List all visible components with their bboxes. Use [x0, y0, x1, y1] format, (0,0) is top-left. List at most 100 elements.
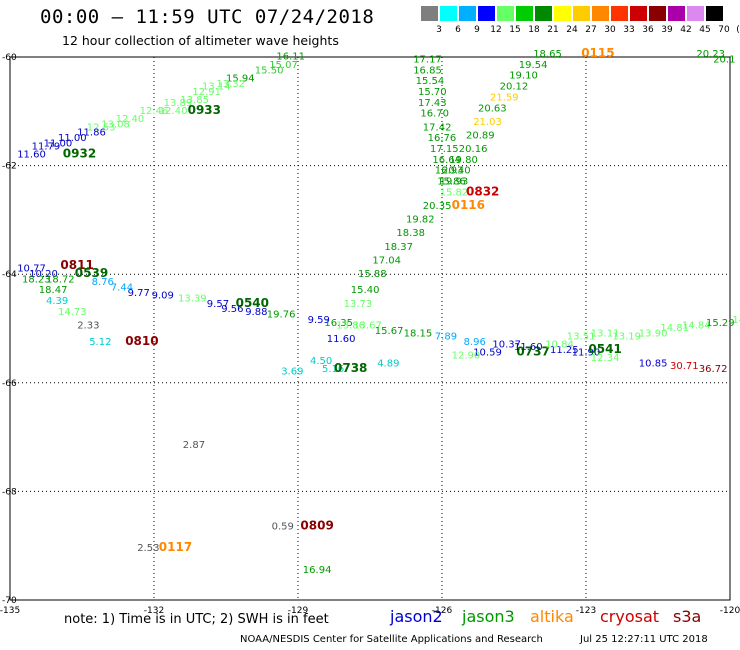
wave-height-label: 13.86 — [336, 321, 365, 332]
wave-height-label: 19.80 — [449, 155, 478, 166]
lat-tick-label: -68 — [2, 487, 17, 497]
wave-height-label: 14.73 — [58, 307, 87, 318]
wave-height-label: 17.43 — [418, 98, 447, 109]
wave-height-label: 11.90 — [572, 348, 601, 359]
colorbar-swatch — [440, 6, 457, 21]
wave-height-label: 12.90 — [452, 350, 481, 361]
axis-labels: -135 -132 -129 -126 -123 -120 -60 -62 -64 -66 -68 -… — [0, 53, 740, 616]
colorbar-label: 45 — [699, 25, 711, 35]
footer-note: note: 1) Time is in UTC; 2) SWH is in fe… — [64, 612, 329, 627]
wave-height-label: 0.59 — [272, 521, 294, 532]
colorbar-label: 24 — [566, 25, 578, 35]
pass-time-label: 0809 — [300, 518, 333, 532]
colorbar-label: 39 — [661, 25, 673, 35]
wave-height-label: 2.53 — [137, 543, 159, 554]
wave-height-label: 16.64 — [432, 155, 461, 166]
wave-height-label: 19.82 — [406, 215, 435, 226]
lat-tick-label: -60 — [2, 53, 17, 63]
wave-height-label: 20.23 — [696, 49, 725, 60]
wave-height-label: 18.23 — [22, 274, 51, 285]
wave-height-label: 21.03 — [473, 117, 502, 128]
lon-tick-label: -120 — [720, 606, 740, 616]
wave-height-label: 11.00 — [58, 133, 87, 144]
colorbar-swatch — [649, 6, 666, 21]
colorbar-swatch — [516, 6, 533, 21]
pass-time-label: 0932 — [63, 146, 96, 160]
wave-height-label: 19.10 — [509, 71, 538, 82]
wave-height-label: 19.93 — [440, 177, 469, 188]
colorbar-label: 9 — [474, 25, 480, 35]
wave-height-label: 4.89 — [377, 359, 399, 370]
wave-height-label: 15.40 — [351, 285, 380, 296]
wave-height-label: 15.67 — [375, 326, 404, 337]
colorbar-label: 6 — [455, 25, 461, 35]
satellite-legend-altika: altika — [530, 607, 574, 626]
map-grid — [9, 56, 731, 601]
wave-height-label: 13.32 — [216, 79, 245, 90]
colorbar-label: 42 — [680, 25, 692, 35]
pass-time-label: 0539 — [75, 266, 108, 280]
colorbar-label: (ft) — [736, 25, 740, 35]
wave-height-label: 21.59 — [490, 92, 519, 103]
wave-height-label: 8.96 — [464, 337, 486, 348]
wave-height-label: 2.33 — [77, 321, 99, 332]
wave-height-label: 19.76 — [267, 310, 296, 321]
wave-height-label: 19.54 — [519, 60, 548, 71]
wave-height-label: 15.54 — [416, 76, 445, 87]
wave-height-label: 10.59 — [473, 348, 502, 359]
wave-height-label: 5.16 — [322, 364, 344, 375]
wave-height-label: 8.76 — [92, 277, 114, 288]
wave-height-label: 14.81 — [660, 323, 689, 334]
wave-height-label: 4.39 — [46, 296, 68, 307]
satellite-legend-jason3: jason3 — [462, 607, 515, 626]
wave-height-label: 16.94 — [303, 565, 332, 576]
map-border — [9, 56, 731, 601]
wave-height-label: 13.39 — [178, 293, 207, 304]
wave-height-label: 18.38 — [396, 228, 425, 239]
wave-height-label: 16.76 — [428, 133, 457, 144]
wave-height-label: 16.93 — [435, 166, 464, 177]
wave-height-label: 20.63 — [478, 103, 507, 114]
wave-height-label: 18.47 — [39, 285, 68, 296]
wave-height-label: 13.67 — [353, 321, 382, 332]
wave-height-label: 18.72 — [46, 274, 75, 285]
colorbar-swatch — [573, 6, 590, 21]
wave-height-label: 9.56 — [221, 304, 243, 315]
wave-height-label: 5.12 — [89, 337, 111, 348]
wave-height-label: 10.20 — [29, 269, 58, 280]
colorbar-swatch — [611, 6, 628, 21]
colorbar-label: 36 — [642, 25, 654, 35]
satellite-legend-s3a: s3a — [673, 607, 702, 626]
wave-height-label: 16.11 — [276, 52, 305, 63]
wave-height-label: 4.50 — [310, 356, 332, 367]
colorbar-swatch — [668, 6, 685, 21]
wave-height-label: 3.69 — [281, 367, 303, 378]
colorbar-swatch — [554, 6, 571, 21]
wave-height-label: 18.65 — [533, 49, 562, 60]
lon-tick-label: -135 — [0, 606, 20, 616]
wave-height-label: 15.88 — [358, 269, 387, 280]
wave-height-label: 15.86 — [437, 177, 466, 188]
wave-height-label: 18.37 — [384, 242, 413, 253]
lat-tick-label: -62 — [2, 162, 17, 172]
lon-tick-label: -129 — [288, 606, 309, 616]
wave-height-label: 12.40 — [159, 106, 188, 117]
lat-tick-label: -70 — [2, 596, 17, 606]
lat-tick-label: -64 — [2, 270, 17, 280]
wave-height-label: 11.60 — [514, 342, 543, 353]
pass-time-label: 0738 — [334, 361, 367, 375]
wave-height-label: 9.09 — [152, 291, 174, 302]
colorbar-swatch — [535, 6, 552, 21]
wave-height-label: 16.85 — [413, 65, 442, 76]
wave-height-label: 20.40 — [442, 166, 471, 177]
wave-height-label: 17.42 — [423, 122, 452, 133]
wave-height-label: 20.16 — [459, 144, 488, 155]
wave-height-label: 11.86 — [77, 128, 106, 139]
pass-time-label: 0541 — [588, 342, 621, 356]
wave-height-label: 11.00 — [44, 139, 73, 150]
wave-height-label: 13.11 — [591, 329, 620, 340]
wave-height-label: 11.60 — [17, 149, 46, 160]
colorbar-label: 18 — [528, 25, 540, 35]
colorbar-label: 70 — [718, 25, 730, 35]
wave-height-label: 13.08 — [101, 120, 130, 131]
